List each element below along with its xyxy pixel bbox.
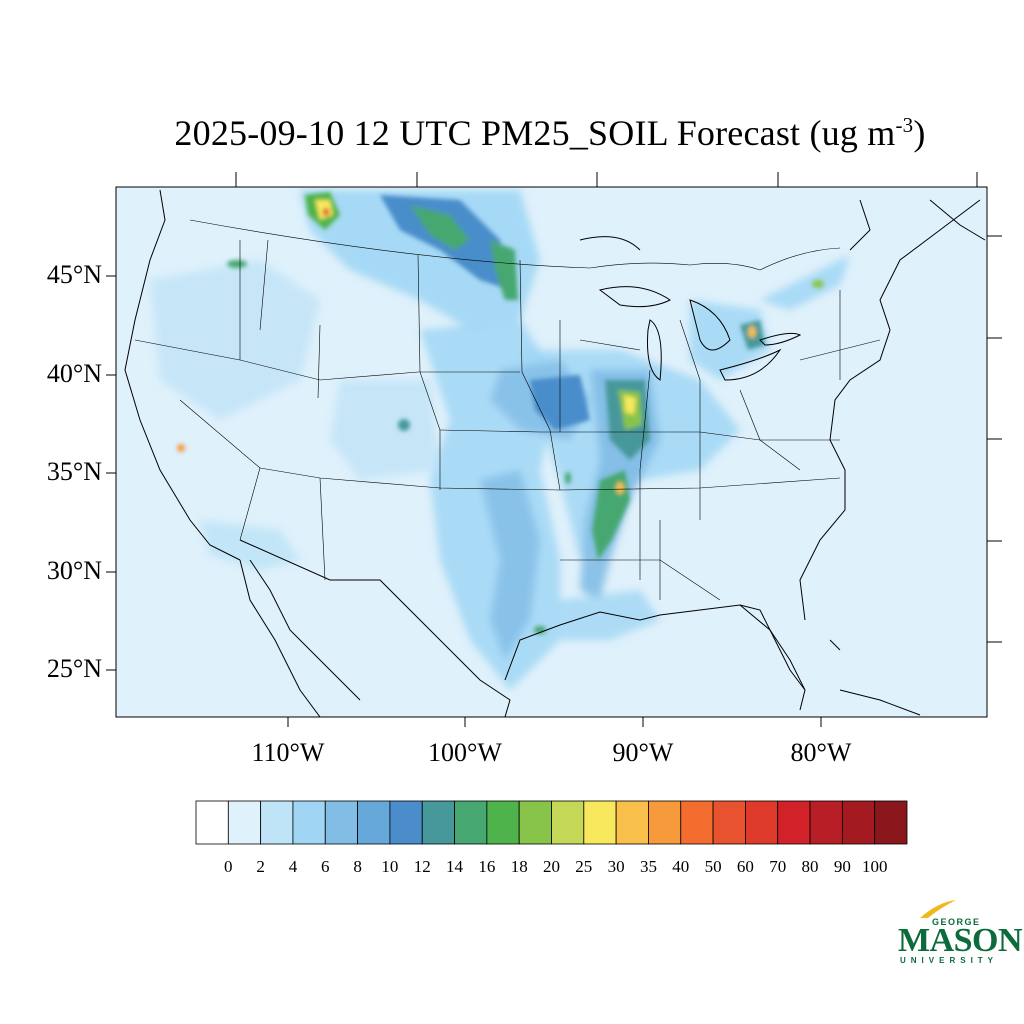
plume-texas [480,470,540,660]
core-texas-coast [534,626,546,634]
core-arkansas-orange [616,482,624,494]
map-title: 2025-09-10 12 UTC PM25_SOIL Forecast (ug… [0,112,1024,154]
colorbar-swatch [324,800,358,845]
colorbar-swatch [357,800,391,845]
colorbar-swatch [745,800,779,845]
colorbar-label: 18 [510,857,528,876]
title-superscript: -3 [895,113,914,137]
colorbar-swatch [292,800,326,845]
colorbar-label: 12 [413,857,431,876]
colorbar-label: 4 [288,857,298,876]
colorbar-swatch [454,800,488,845]
core-michigan-yellow [748,326,756,338]
title-text: 2025-09-10 12 UTC PM25_SOIL Forecast (ug… [174,113,896,153]
map-frame [115,186,988,718]
colorbar-swatch [648,800,682,845]
colorbar-swatch [260,800,294,845]
plume-gulf-coast [560,590,660,640]
colorbar-swatch [615,800,649,845]
colorbar-swatch [712,800,746,845]
colorbar-swatch [777,800,811,845]
lat-label-40: 40°N [46,359,102,388]
core-idaho-red [323,208,329,216]
plume-west [150,260,320,420]
core-washington [227,260,247,268]
lat-label-30: 30°N [46,556,102,585]
colorbar-swatch [486,800,520,845]
colorbar-label: 80 [801,857,819,876]
colorbar-label: 8 [353,857,362,876]
logo-swoosh-icon [920,900,956,918]
logo-mason: MASON [898,922,1023,959]
colorbar-swatch [874,800,908,845]
lat-label-45: 45°N [46,260,102,289]
core-colorado [398,419,410,431]
colorbar-label: 100 [861,857,888,876]
colorbar-swatch [809,800,843,845]
colorbar-swatch [195,800,229,845]
colorbar-label: 25 [575,857,593,876]
colorbar-label: 60 [736,857,754,876]
gmu-logo: GEORGE MASON UNIVERSITY [898,900,1023,970]
lon-label-90w: 90°W [612,738,674,767]
colorbar-label: 20 [543,857,560,876]
lon-label-80w: 80°W [790,738,852,767]
colorbar-swatch [583,800,617,845]
colorbar-label: 14 [446,857,463,876]
colorbar-swatch [227,800,262,845]
colorbar-label: 40 [672,857,690,876]
core-dakota-green [490,240,518,300]
colorbar-label: 6 [321,857,330,876]
colorbar-label: 2 [256,857,265,876]
colorbar-swatch [518,800,552,845]
colorbar-swatch [389,800,423,845]
lat-label-25: 25°N [46,654,102,683]
core-missouri [565,472,571,484]
axis-ticks [106,172,1002,727]
pm25-field [150,190,850,690]
core-quebec [812,280,824,288]
lon-label-100w: 100°W [428,738,502,767]
logo-university: UNIVERSITY [900,956,999,965]
colorbar-label: 70 [769,857,787,876]
colorbar-label: 90 [833,857,851,876]
colorbar-swatch [551,800,585,845]
coastlines [124,189,986,717]
colorbar-swatches [195,800,908,845]
colorbar-label: 10 [381,857,399,876]
colorbar-swatch [841,800,876,845]
core-nevada [177,444,185,452]
colorbar-swatch [680,800,714,845]
colorbar-label: 35 [640,857,657,876]
core-montana-green [410,205,470,250]
colorbar-label: 50 [704,857,722,876]
title-close: ) [913,113,926,153]
colorbar-label: 16 [478,857,496,876]
state-boundaries [134,219,881,601]
colorbar-label: 30 [607,857,625,876]
plume-st-lawrence [760,255,850,310]
colorbar-label: 0 [224,857,233,876]
lon-label-110w: 110°W [251,738,325,767]
core-illinois-yellow [624,395,636,415]
logo-george: GEORGE [932,917,981,927]
plume-southwest [200,520,300,570]
colorbar-swatch [421,800,455,845]
plume-colorado [330,380,440,480]
lat-label-35: 35°N [46,457,102,486]
